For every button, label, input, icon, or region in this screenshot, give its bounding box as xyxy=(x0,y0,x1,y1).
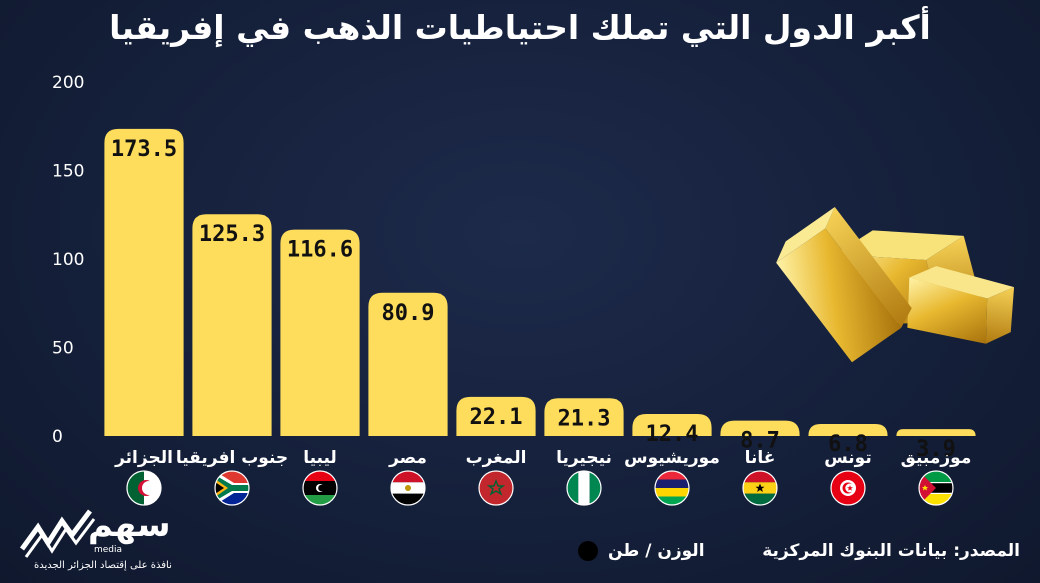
bar xyxy=(544,398,624,436)
value-labels: 173.5 125.3 116.6 80.9 22.1 21.3 12.4 8.7 6.8 3.9 xyxy=(111,137,956,462)
y-axis: 0 50 100 150 200 xyxy=(52,73,84,447)
category-label: مصر xyxy=(388,448,427,468)
bars xyxy=(104,128,976,436)
bar xyxy=(456,396,536,436)
bar xyxy=(896,429,976,436)
category-label: تونس xyxy=(824,448,871,468)
brand-logo: سهم media نافذة على إقتصاد الجزائر الجدي… xyxy=(18,505,198,575)
logo-sub: media xyxy=(94,545,123,555)
legend: الوزن / طن xyxy=(578,541,705,561)
value-label: 6.8 xyxy=(828,432,868,457)
bar xyxy=(368,292,448,436)
flag-nigeria-icon xyxy=(566,470,602,506)
category-label: موزمبيق xyxy=(901,448,972,468)
y-tick-label: 0 xyxy=(52,427,63,447)
category-label: الجزائر xyxy=(114,448,173,468)
bar xyxy=(192,214,272,436)
category-label: موريشيوس xyxy=(624,448,720,468)
logo-zigzag-icon xyxy=(19,509,96,558)
source-note: المصدر: بيانات البنوك المركزية xyxy=(762,541,1020,561)
flag-ghana-icon xyxy=(742,470,778,506)
flags xyxy=(126,470,954,506)
value-label: 125.3 xyxy=(199,222,265,247)
bar xyxy=(720,420,800,436)
bar xyxy=(280,229,360,436)
flag-morocco-icon xyxy=(478,470,514,506)
legend-dot-icon xyxy=(578,541,598,561)
value-label: 116.6 xyxy=(287,238,353,263)
flag-south-africa-icon xyxy=(214,470,250,506)
bar xyxy=(808,423,888,436)
value-label: 80.9 xyxy=(382,301,435,326)
flag-libya-icon xyxy=(302,470,338,506)
category-label: جنوب افريقيا xyxy=(176,448,288,468)
category-labels: الجزائر جنوب افريقيا ليبيا مصر المغرب نيجيريا… xyxy=(114,448,971,468)
gold-bars-illustration xyxy=(776,207,1015,363)
flag-mozambique-icon xyxy=(918,470,954,506)
flag-algeria-icon xyxy=(126,470,162,506)
value-label: 22.1 xyxy=(470,405,523,430)
y-tick-label: 100 xyxy=(52,250,84,270)
value-label: 8.7 xyxy=(740,429,780,454)
flag-tunisia-icon xyxy=(830,470,866,506)
value-label: 21.3 xyxy=(558,406,611,431)
y-tick-label: 150 xyxy=(52,162,84,182)
value-label: 173.5 xyxy=(111,137,177,162)
logo-name: سهم xyxy=(88,505,171,545)
y-tick-label: 50 xyxy=(52,339,74,359)
flag-egypt-icon xyxy=(390,470,426,506)
logo-tagline: نافذة على إقتصاد الجزائر الجديدة xyxy=(34,560,172,571)
legend-label: الوزن / طن xyxy=(608,541,705,561)
y-tick-label: 200 xyxy=(52,73,84,93)
chart-title: أكبر الدول التي تملك احتياطيات الذهب في … xyxy=(109,8,931,47)
category-label: غانا xyxy=(745,448,776,468)
bar xyxy=(632,414,712,436)
category-label: المغرب xyxy=(466,448,527,468)
value-label: 3.9 xyxy=(916,437,956,462)
value-label: 12.4 xyxy=(646,422,699,447)
bar xyxy=(104,128,184,436)
category-label: نيجيريا xyxy=(556,448,612,468)
category-label: ليبيا xyxy=(303,448,337,468)
flag-mauritius-icon xyxy=(654,470,690,506)
